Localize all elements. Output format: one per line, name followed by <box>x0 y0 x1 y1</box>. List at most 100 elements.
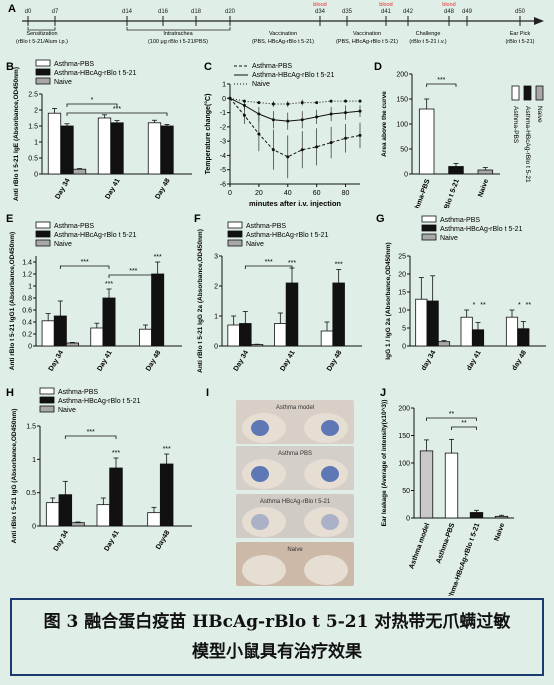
legend-swatch <box>35 221 51 229</box>
y-tick-label: 1.5 <box>26 424 36 431</box>
legend-swatch <box>227 230 243 238</box>
y-axis-label: Anti rBlo t 5-21 IgG1 (Absorbance,OD450n… <box>9 232 16 370</box>
series-line <box>229 97 361 158</box>
y-tick-label: 200 <box>396 72 408 79</box>
bar <box>285 282 299 347</box>
panel-label: I <box>206 387 209 399</box>
data-point <box>329 112 333 116</box>
x-tick-label: Day 48 <box>154 177 171 200</box>
legend-swatch <box>35 239 51 247</box>
y-tick-label: -2 <box>220 124 226 131</box>
bar <box>151 273 165 347</box>
legend-label: Naive <box>54 79 72 86</box>
y-tick-label: 1.5 <box>28 124 38 131</box>
data-point <box>286 119 290 123</box>
chart-panel-d: D 0 50 100 150 200 Area above the curve Asthma-… <box>370 56 554 263</box>
y-tick-label: 0.8 <box>22 296 32 303</box>
y-tick-label: 0 <box>404 172 408 179</box>
x-tick-label: Asthma-PBS <box>410 178 431 208</box>
legend-swatch <box>39 405 55 413</box>
significance-bracket <box>66 103 118 107</box>
y-tick-label: -3 <box>220 139 226 146</box>
bar <box>471 329 485 347</box>
timeline-day-label: d49 <box>462 9 473 15</box>
chart-panel-f: F 0 1 2 3 Anti rBlo t 5-21 IgG 2a (Absorbance… <box>190 208 370 380</box>
bar <box>147 512 161 527</box>
dye-spot <box>321 420 339 436</box>
dye-spot <box>251 514 269 530</box>
y-tick-label: 0 <box>32 524 36 531</box>
caption-line-2: 模型小鼠具有治疗效果 <box>192 642 362 662</box>
x-tick-label: day 41 <box>466 349 483 371</box>
legend-swatch <box>39 396 55 404</box>
panel-label: B <box>6 61 14 73</box>
x-tick-label: Day 34 <box>53 529 70 552</box>
x-tick-label: 60 <box>313 190 321 197</box>
significance-mark: *** <box>129 268 137 275</box>
data-point <box>300 118 304 122</box>
dye-spot <box>251 466 269 482</box>
legend-swatch <box>421 224 437 232</box>
significance-bracket <box>66 112 168 116</box>
significance-mark: *** <box>163 446 171 453</box>
intratrachea-bracket <box>126 27 231 31</box>
timeline-day-label: d41 <box>381 9 392 15</box>
chart-panel-h: H 0 0.5 1 1.5 Anti rBlo t 5-21 IgG (Absorbanc… <box>0 382 200 592</box>
y-tick-label: 200 <box>398 406 410 413</box>
panel-label: H <box>6 387 14 399</box>
y-tick-label: 0.5 <box>26 490 36 497</box>
significance-mark: *** <box>154 254 162 261</box>
phase-detail: (PBS, HBcAg-rBlo t 5-21) <box>336 39 398 45</box>
x-tick-label: Day 41 <box>104 177 121 200</box>
significance-bracket <box>64 435 117 439</box>
image-panel-i: I Asthma model Asthma PBS Asthma HBcAg-rBlo… <box>200 382 370 592</box>
timeline-day-label: d35 <box>342 9 353 15</box>
x-tick-label: Day 41 <box>103 529 120 552</box>
legend-swatch <box>421 233 437 241</box>
bar <box>469 512 484 519</box>
legend-swatch <box>35 59 51 67</box>
bar <box>239 323 252 347</box>
significance-mark: *** <box>81 259 89 266</box>
bar <box>419 450 434 519</box>
legend-label: Naive <box>246 241 264 248</box>
bar <box>97 117 112 175</box>
data-point <box>329 141 333 145</box>
series-line <box>229 97 360 105</box>
significance-bracket <box>451 426 477 430</box>
bar <box>109 467 123 527</box>
timeline-arrow <box>534 17 544 25</box>
bar <box>505 316 519 347</box>
chart-panel-g: G 0 5 10 15 20 25 IgG 1 / IgG 2a (Absorbance,OD… <box>370 208 554 380</box>
data-point <box>228 96 232 100</box>
data-point <box>358 133 362 137</box>
legend-swatch <box>35 230 51 238</box>
legend-swatch <box>39 387 55 395</box>
y-axis-label: Area above the curve <box>381 91 388 157</box>
y-tick-label: 15 <box>398 290 406 297</box>
x-tick-label: Day 34 <box>48 349 65 372</box>
chart-svg-i: I Asthma model Asthma PBS Asthma HBcAg-rBlo… <box>206 387 354 586</box>
chart-svg-d: D 0 50 100 150 200 Area above the curve Asthma-… <box>374 61 544 263</box>
ear-right <box>304 555 348 585</box>
data-point <box>286 155 290 159</box>
phase-title: Intratrachea <box>163 31 193 37</box>
timeline-day-label: d50 <box>515 9 526 15</box>
chart-svg-f: F 0 1 2 3 Anti rBlo t 5-21 IgG 2a (Absorbance… <box>194 213 362 373</box>
photo-row-label: Asthma model <box>276 405 314 411</box>
phase-detail: (rBlo t 5-21 i.v.) <box>409 39 446 45</box>
legend-label: Asthma-PBS <box>54 61 94 68</box>
y-tick-label: 150 <box>396 97 408 104</box>
legend-label: Asthma-PBS <box>54 223 94 230</box>
bar <box>320 330 334 347</box>
significance-mark: * <box>518 302 521 309</box>
timeline-day-label: d0 <box>25 9 32 15</box>
legend-swatch <box>227 239 243 247</box>
data-point <box>271 102 275 106</box>
x-tick-label: 40 <box>284 190 292 197</box>
data-point <box>315 101 319 105</box>
panel-label: J <box>380 387 386 399</box>
data-point <box>257 132 261 136</box>
bar <box>477 169 494 175</box>
